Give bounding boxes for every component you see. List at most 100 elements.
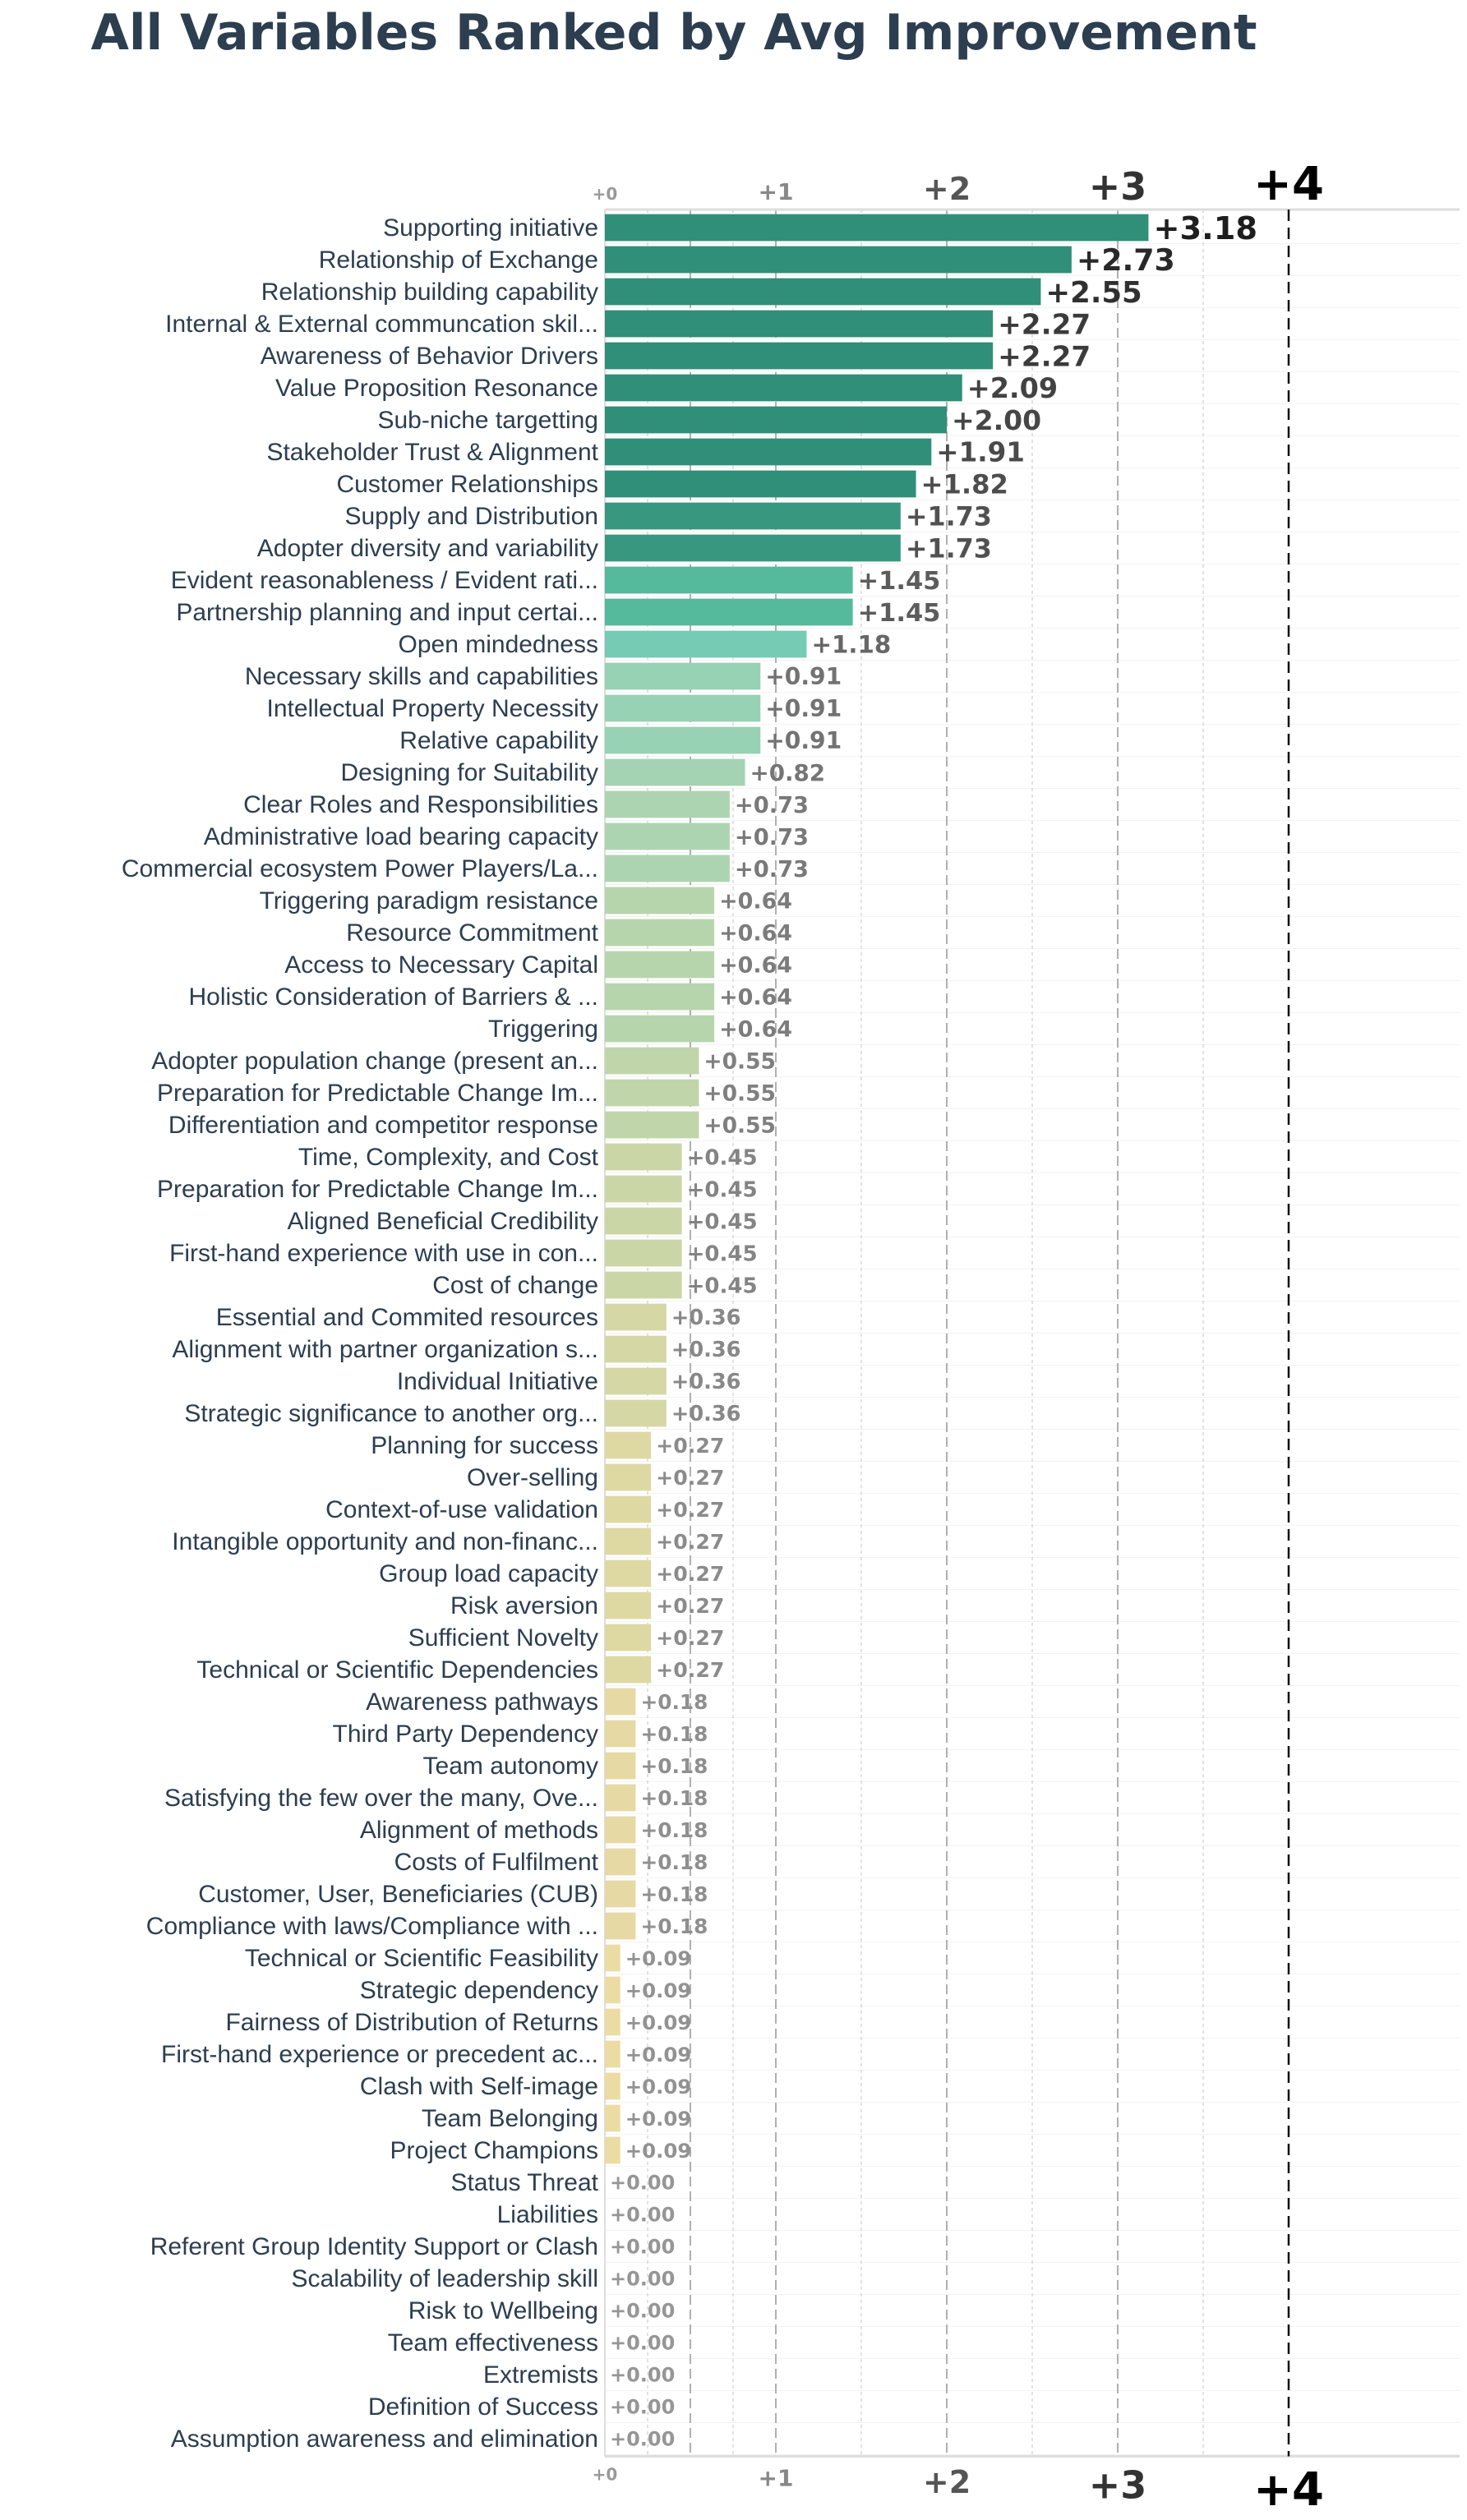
value-label: +0.18 bbox=[640, 1850, 708, 1874]
value-label: +0.00 bbox=[610, 2300, 675, 2323]
bar bbox=[605, 534, 901, 562]
value-label: +0.00 bbox=[610, 2236, 675, 2259]
category-label: Third Party Dependency bbox=[333, 1721, 599, 1748]
category-label: Necessary skills and capabilities bbox=[245, 663, 598, 690]
category-label: Intellectual Property Necessity bbox=[266, 695, 598, 722]
bar bbox=[605, 1559, 652, 1587]
category-label: Fairness of Distribution of Returns bbox=[225, 2009, 598, 2036]
x-tick-label-top: +0 bbox=[593, 184, 618, 204]
bar bbox=[605, 1784, 636, 1812]
category-label: Holistic Consideration of Barriers & ... bbox=[188, 984, 598, 1011]
category-label: Awareness of Behavior Drivers bbox=[261, 343, 598, 370]
category-label: Risk aversion bbox=[450, 1592, 598, 1619]
value-label: +0.36 bbox=[671, 1370, 741, 1394]
bar bbox=[605, 855, 730, 882]
category-label: Relationship of Exchange bbox=[319, 246, 598, 274]
bar bbox=[605, 662, 761, 690]
value-label: +0.09 bbox=[625, 2011, 692, 2034]
bar bbox=[605, 1624, 652, 1652]
category-label: Project Champions bbox=[390, 2137, 598, 2164]
value-label: +2.00 bbox=[952, 404, 1041, 436]
x-tick-label-bottom: +0 bbox=[593, 2465, 618, 2485]
category-label: Triggering paradigm resistance bbox=[260, 887, 598, 914]
bar bbox=[605, 1367, 667, 1395]
category-label: Triggering bbox=[488, 1016, 598, 1043]
category-label: Team Belonging bbox=[422, 2105, 598, 2132]
value-label: +2.09 bbox=[967, 372, 1058, 404]
bar bbox=[605, 278, 1041, 306]
category-label: Strategic dependency bbox=[360, 1977, 598, 2004]
value-label: +0.45 bbox=[687, 1274, 758, 1298]
bar bbox=[605, 310, 994, 338]
bar bbox=[605, 758, 745, 786]
category-label: Sub-niche targetting bbox=[377, 407, 598, 434]
category-label: Customer, User, Beneficiaries (CUB) bbox=[198, 1881, 598, 1908]
category-label: Costs of Fulfilment bbox=[394, 1849, 599, 1876]
value-label: +0.55 bbox=[704, 1113, 776, 1139]
bar bbox=[605, 246, 1072, 274]
bar bbox=[605, 470, 916, 498]
category-label: Technical or Scientific Dependencies bbox=[196, 1656, 598, 1684]
bar bbox=[605, 1848, 636, 1876]
bar bbox=[605, 1015, 715, 1043]
bar bbox=[605, 1111, 699, 1139]
category-label: Differentiation and competitor response bbox=[168, 1112, 598, 1139]
value-label: +1.82 bbox=[921, 469, 1008, 500]
category-label: Alignment of methods bbox=[360, 1817, 598, 1844]
bar bbox=[605, 438, 932, 466]
x-tick-label-top: +2 bbox=[923, 171, 971, 207]
bar bbox=[605, 2040, 620, 2068]
category-label: Context-of-use validation bbox=[325, 1496, 598, 1523]
category-label: Compliance with laws/Compliance with ... bbox=[146, 1913, 598, 1940]
x-tick-label-top: +1 bbox=[759, 178, 794, 205]
bar bbox=[605, 2104, 620, 2132]
x-tick-label-bottom: +2 bbox=[923, 2464, 971, 2500]
bar bbox=[605, 694, 761, 722]
value-label: +0.91 bbox=[765, 727, 842, 754]
category-label: Adopter diversity and variability bbox=[257, 535, 598, 562]
value-label: +0.18 bbox=[640, 1786, 708, 1810]
value-label: +1.73 bbox=[906, 533, 992, 564]
category-label: Individual Initiative bbox=[397, 1368, 598, 1395]
category-label: Resource Commitment bbox=[346, 919, 598, 947]
value-label: +0.64 bbox=[719, 985, 792, 1011]
bar bbox=[605, 1656, 652, 1684]
value-label: +0.27 bbox=[656, 1498, 724, 1522]
category-label: Aligned Beneficial Credibility bbox=[287, 1208, 598, 1235]
value-label: +0.18 bbox=[640, 1754, 708, 1778]
chart-title: All Variables Ranked by Avg Improvement bbox=[90, 4, 1257, 62]
value-label: +0.91 bbox=[765, 695, 842, 722]
bar bbox=[605, 919, 715, 947]
value-label: +0.45 bbox=[687, 1145, 758, 1170]
category-label: Partnership planning and input certai... bbox=[176, 599, 598, 626]
value-label: +0.00 bbox=[610, 2268, 675, 2291]
x-tick-label-bottom: +3 bbox=[1089, 2463, 1147, 2508]
value-label: +2.27 bbox=[998, 340, 1091, 373]
category-label: Team effectiveness bbox=[388, 2329, 598, 2356]
value-label: +0.45 bbox=[687, 1242, 758, 1266]
category-label: Awareness pathways bbox=[366, 1688, 598, 1716]
category-label: Administrative load bearing capacity bbox=[204, 823, 598, 850]
x-tick-label-top: +4 bbox=[1253, 158, 1324, 211]
x-tick-label-bottom: +1 bbox=[759, 2464, 794, 2491]
bar bbox=[605, 1944, 620, 1972]
bar bbox=[605, 342, 994, 370]
category-label: Extremists bbox=[483, 2361, 598, 2389]
category-label: Preparation for Predictable Change Im... bbox=[157, 1176, 598, 1203]
value-label: +1.45 bbox=[858, 567, 941, 596]
bar bbox=[605, 1335, 667, 1363]
category-label: Internal & External communcation skil... bbox=[165, 311, 598, 338]
value-label: +0.09 bbox=[625, 2075, 692, 2098]
category-label: Intangible opportunity and non-financ... bbox=[172, 1528, 598, 1555]
category-label: Group load capacity bbox=[379, 1560, 598, 1587]
value-label: +0.18 bbox=[640, 1882, 708, 1906]
bar bbox=[605, 951, 715, 979]
value-label: +0.55 bbox=[704, 1081, 776, 1107]
value-label: +0.00 bbox=[610, 2428, 675, 2451]
value-label: +0.36 bbox=[671, 1402, 741, 1426]
value-label: +0.64 bbox=[719, 921, 792, 947]
value-label: +0.00 bbox=[610, 2364, 675, 2387]
value-label: +0.91 bbox=[765, 663, 842, 690]
bar bbox=[605, 598, 853, 626]
value-label: +0.36 bbox=[671, 1306, 741, 1330]
